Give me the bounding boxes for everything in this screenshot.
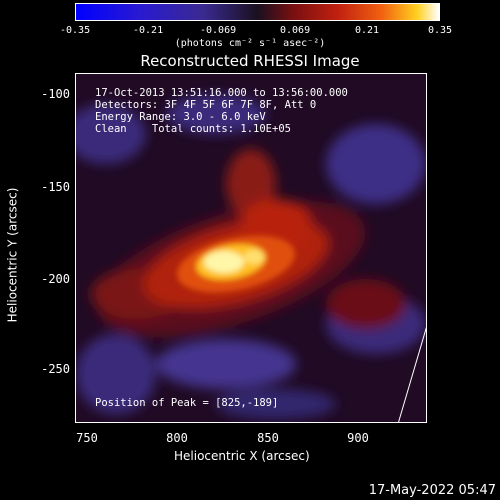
- y-tick-label: -150: [41, 180, 70, 194]
- x-axis-title: Heliocentric X (arcsec): [174, 449, 310, 463]
- colorbar: [75, 3, 440, 21]
- peak-position-text: Position of Peak = [825,-189]: [95, 397, 279, 409]
- x-tick-label: 850: [257, 431, 279, 445]
- y-tick-label: -200: [41, 272, 70, 286]
- obs-time-text: 17-Oct-2013 13:51:16.000 to 13:56:00.000: [95, 87, 348, 99]
- x-tick-label: 800: [166, 431, 188, 445]
- image-title: Reconstructed RHESSI Image: [140, 52, 360, 70]
- footer-date: 17-May-2022 05:47: [368, 483, 496, 498]
- colorbar-tick: -0.35: [60, 25, 91, 36]
- colorbar-units: (photons cm⁻² s⁻¹ asec⁻²): [174, 38, 326, 49]
- colorbar-tick: 0.21: [355, 25, 380, 36]
- y-tick-label: -100: [41, 87, 70, 101]
- y-tick-label: -250: [41, 362, 70, 376]
- x-tick-label: 750: [76, 431, 98, 445]
- x-tick-label: 900: [347, 431, 369, 445]
- rhessi-image-panel: [75, 73, 427, 423]
- colorbar-tick: 0.35: [428, 25, 453, 36]
- detectors-text: Detectors: 3F 4F 5F 6F 7F 8F, Att 0: [95, 99, 317, 111]
- colorbar-tick: -0.069: [200, 25, 237, 36]
- clean-counts-text: Clean Total counts: 1.10E+05: [95, 123, 291, 135]
- colorbar-tick: -0.21: [133, 25, 164, 36]
- y-axis-title: Heliocentric Y (arcsec): [5, 187, 20, 323]
- energy-range-text: Energy Range: 3.0 - 6.0 keV: [95, 111, 266, 123]
- colorbar-tick: 0.069: [280, 25, 311, 36]
- rhessi-image: [76, 74, 426, 422]
